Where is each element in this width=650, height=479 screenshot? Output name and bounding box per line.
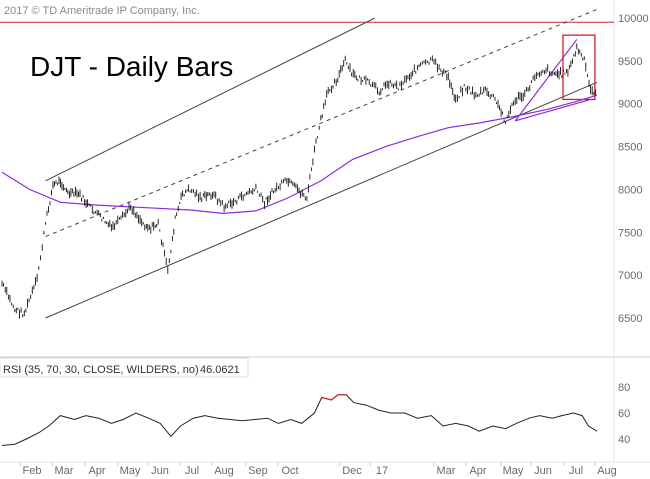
- time-tick-label: Jul: [185, 465, 199, 477]
- rsi-layer: [1, 394, 598, 446]
- wedge-upper-line: [514, 39, 578, 122]
- time-tick-label: Aug: [214, 465, 234, 477]
- mid-channel-line: [45, 8, 598, 238]
- price-tick-label: 7500: [618, 227, 642, 239]
- rsi-overbought-segment: [321, 394, 347, 401]
- time-tick-label: Apr: [88, 465, 105, 477]
- axis-layer: 10000 9500 9000 8500 8000 7500 7000 6500 80 60 40 F…: [19, 13, 649, 477]
- time-tick-label: Feb: [23, 465, 42, 477]
- upper-channel-line: [45, 17, 376, 182]
- time-tick-label: Jul: [569, 465, 583, 477]
- time-tick-label: Mar: [437, 465, 456, 477]
- rsi-line: [1, 394, 598, 446]
- rsi-label: RSI (35, 70, 30, CLOSE, WILDERS, no): [3, 364, 199, 376]
- price-tick-label: 8000: [618, 184, 642, 196]
- price-layer: [1, 43, 598, 319]
- highlight-box: [562, 34, 596, 101]
- time-tick-label: Mar: [55, 465, 74, 477]
- time-tick-label: Apr: [469, 465, 486, 477]
- annotation-layer: [0, 8, 614, 319]
- price-tick-label: 10000: [618, 13, 649, 25]
- lower-channel-line: [45, 81, 598, 319]
- price-tick-label: 6500: [618, 313, 642, 325]
- time-tick-label: Dec: [342, 465, 362, 477]
- time-tick-label: May: [120, 465, 141, 477]
- moving-average-line: [1, 94, 598, 215]
- rsi-label-box: [0, 357, 249, 378]
- rsi-tick-label: 40: [618, 434, 630, 446]
- price-tick-label: 7000: [618, 270, 642, 282]
- rsi-tick-label: 80: [618, 382, 630, 394]
- wedge-lower-line: [515, 98, 591, 122]
- time-tick-label: Oct: [281, 465, 298, 477]
- rsi-value: 46.0621: [200, 364, 240, 376]
- time-tick-label: 17: [376, 465, 388, 477]
- price-tick-label: 9000: [618, 99, 642, 111]
- time-tick-label: May: [503, 465, 524, 477]
- price-tick-label: 9500: [618, 56, 642, 68]
- time-tick-label: Jun: [151, 465, 169, 477]
- copyright-text: 2017 © TD Ameritrade IP Company, Inc.: [4, 5, 200, 17]
- chart-title: DJT - Daily Bars: [30, 51, 233, 82]
- time-tick-label: Sep: [248, 465, 268, 477]
- time-tick-label: Aug: [597, 465, 617, 477]
- rsi-tick-label: 60: [618, 408, 630, 420]
- time-tick-label: Jun: [534, 465, 552, 477]
- price-tick-label: 8500: [618, 142, 642, 154]
